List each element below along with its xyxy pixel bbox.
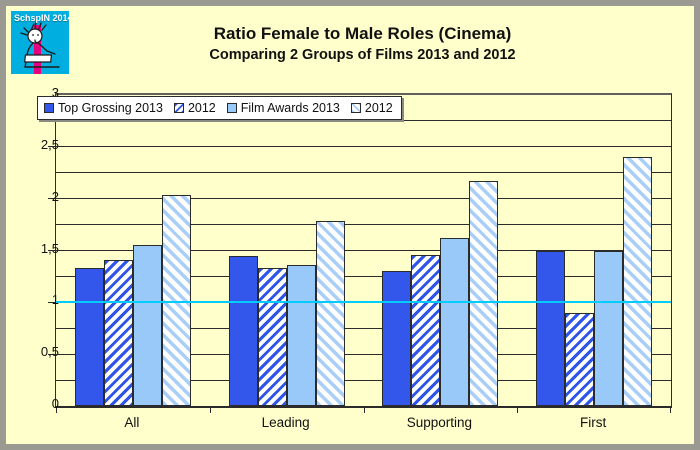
bar-2012-supporting xyxy=(469,181,499,406)
x-axis-label: Leading xyxy=(261,415,310,430)
y-axis-label: 1 xyxy=(51,292,59,308)
bar-film-awards-2013-leading xyxy=(286,265,316,406)
chart-subtitle: Comparing 2 Groups of Films 2013 and 201… xyxy=(209,47,516,63)
y-axis-label: 1,5 xyxy=(40,240,59,256)
legend-item-1: Top Grossing 2013 xyxy=(44,101,163,115)
x-axis-tick xyxy=(517,408,519,413)
chart-title: Ratio Female to Male Roles (Cinema) xyxy=(213,24,512,43)
y-axis-tick xyxy=(48,301,55,303)
plot-area xyxy=(48,93,672,413)
y-axis-label: 3 xyxy=(51,85,59,100)
legend: Top Grossing 2013 2012 Film Awards 2013 201… xyxy=(37,96,402,120)
y-axis-tick xyxy=(48,353,55,355)
y-axis-tick xyxy=(48,198,55,200)
parity-reference-line xyxy=(56,301,671,304)
bar-2012-first xyxy=(565,312,595,406)
legend-marker-hatch-back-icon xyxy=(350,103,361,113)
gridline xyxy=(56,275,671,277)
x-axis-label: Supporting xyxy=(406,415,473,430)
bar-top-grossing-2013-first xyxy=(536,250,566,406)
gridline xyxy=(56,198,671,200)
bar-top-grossing-2013-supporting xyxy=(382,271,412,406)
bar-2012-first xyxy=(623,157,653,406)
gridline xyxy=(56,379,671,381)
schspin-logo: SchspIN 2014 xyxy=(11,11,69,74)
x-axis-tick xyxy=(209,408,211,413)
bar-2012-leading xyxy=(315,221,345,406)
legend-label: Film Awards 2013 xyxy=(240,101,340,115)
bar-2012-supporting xyxy=(411,254,441,406)
legend-marker-solid-icon xyxy=(226,103,237,113)
bar-film-awards-2013-all xyxy=(132,245,162,406)
y-axis-label: 2,5 xyxy=(40,136,59,152)
bar-top-grossing-2013-all xyxy=(74,268,104,406)
gridline xyxy=(56,224,671,226)
x-axis-tick xyxy=(56,408,57,413)
gridline xyxy=(56,172,671,174)
y-axis-label: 2 xyxy=(51,188,59,204)
legend-label: Top Grossing 2013 xyxy=(58,101,163,115)
bar-film-awards-2013-first xyxy=(594,250,624,406)
legend-label: 2012 xyxy=(364,101,393,115)
bar-2012-all xyxy=(161,194,191,406)
logo-stripe xyxy=(34,25,41,74)
gridline xyxy=(56,327,671,329)
legend-label: 2012 xyxy=(187,101,216,115)
legend-item-3: Film Awards 2013 xyxy=(226,101,340,115)
gridline xyxy=(56,120,671,122)
bar-film-awards-2013-supporting xyxy=(440,238,470,406)
y-axis-tick xyxy=(48,250,55,251)
legend-marker-hatch-fwd-icon xyxy=(173,103,184,113)
x-axis-label: All xyxy=(124,415,140,430)
gridline xyxy=(56,146,671,148)
legend-item-4: 2012 xyxy=(350,101,393,115)
bar-top-grossing-2013-leading xyxy=(228,255,258,406)
bar-2012-leading xyxy=(257,268,287,406)
writer-doodle-icon xyxy=(20,21,60,68)
y-axis-label: 0,5 xyxy=(40,344,59,360)
legend-item-2: 2012 xyxy=(173,101,216,115)
y-axis-tick xyxy=(48,146,55,148)
x-axis-tick xyxy=(363,408,365,413)
x-axis-tick xyxy=(670,408,671,413)
y-axis-label: 0 xyxy=(51,396,59,411)
bar-2012-all xyxy=(103,259,133,406)
x-axis-label: First xyxy=(580,415,607,430)
gridline xyxy=(56,250,671,251)
logo-text: SchspIN 2014 xyxy=(14,13,69,23)
gridline xyxy=(56,353,671,355)
legend-marker-solid-icon xyxy=(44,103,54,113)
